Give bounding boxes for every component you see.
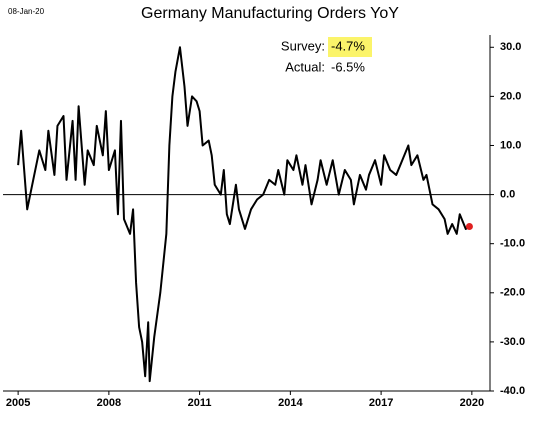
series-line (17, 46, 470, 383)
x-tick-label: 2014 (278, 397, 303, 409)
annotation-label: Actual: (285, 59, 325, 74)
y-tick-label: -20.0 (500, 287, 525, 299)
annotation-label: Survey: (281, 38, 325, 53)
y-tick-label: 0.0 (500, 188, 515, 200)
annotation-highlight (328, 37, 372, 57)
y-tick-label: -10.0 (500, 238, 525, 250)
last-point (465, 223, 473, 231)
y-tick-label: -40.0 (500, 385, 525, 397)
y-tick-label: -30.0 (500, 336, 525, 348)
y-tick-label: 30.0 (500, 41, 521, 53)
annotation-value: -6.5% (331, 59, 365, 74)
y-tick-label: 10.0 (500, 139, 521, 151)
x-tick-label: 2017 (369, 397, 393, 409)
y-tick-label: 20.0 (500, 90, 521, 102)
x-tick-label: 2008 (97, 397, 121, 409)
date-stamp: 08-Jan-20 (8, 7, 45, 16)
chart-title: Germany Manufacturing Orders YoY (141, 5, 399, 22)
x-tick-label: 2005 (6, 397, 30, 409)
annotation-value: -4.7% (331, 38, 365, 53)
x-tick-label: 2020 (460, 397, 484, 409)
x-tick-label: 2011 (188, 397, 212, 409)
